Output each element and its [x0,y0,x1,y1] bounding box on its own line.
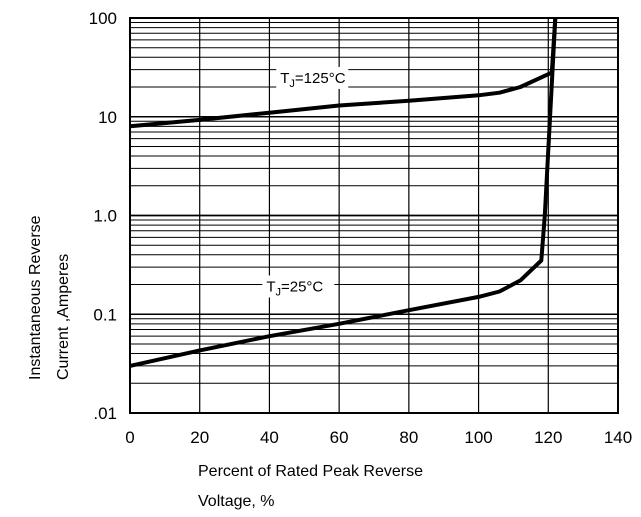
y-tick-label: 10 [98,108,117,127]
y-axis-title-line-2: Current ,Amperes [55,254,72,380]
series-lines: TJ=125°C TJ=25°C [129,17,558,368]
x-tick-label: 80 [399,428,418,447]
x-tick-label: 120 [534,428,562,447]
x-tick-label: 140 [604,428,632,447]
y-axis-title-line-1: Instantaneous Reverse [27,215,44,380]
y-tick-label: 1.0 [93,207,117,226]
x-tick-label: 0 [125,428,134,447]
series-label-background [276,66,349,89]
x-tick-label: 20 [190,428,209,447]
plot-frame [129,17,619,414]
series-label: TJ=25°C [266,278,323,298]
x-axis-title-line-1: Percent of Rated Peak Reverse [198,463,423,480]
x-axis-title-line-2: Voltage, % [198,493,275,510]
x-tick-label: 100 [464,428,492,447]
tick-labels: 0 20 40 60 80 100 120 140 .01 0.1 1.0 10 100 [89,9,633,447]
series-line [129,17,558,368]
series-label: TJ=125°C [280,70,345,90]
series-label-background [262,275,335,298]
series-line [129,17,558,129]
x-tick-label: 60 [330,428,349,447]
y-tick-label: 0.1 [93,305,117,324]
y-tick-label: .01 [93,404,117,423]
grid [129,17,619,414]
x-tick-label: 40 [260,428,279,447]
y-tick-label: 100 [89,9,117,28]
